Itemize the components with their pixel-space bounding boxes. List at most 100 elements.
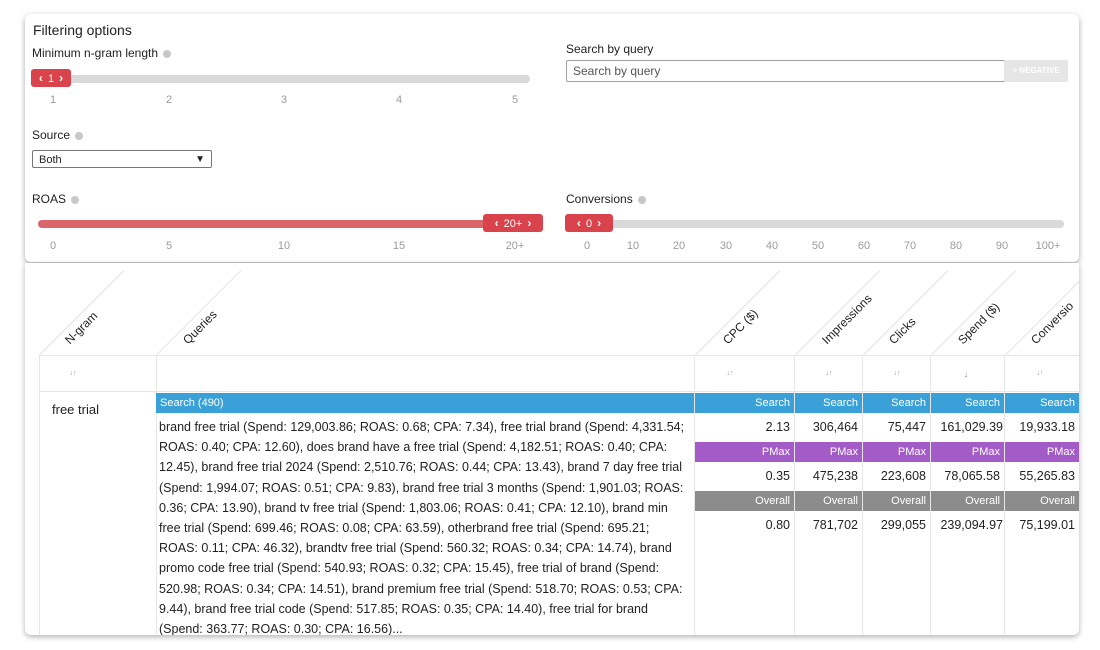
- tick-label: 15: [392, 240, 406, 252]
- ngram-table: N-gram Queries CPC ($) Impressions Click…: [25, 263, 1079, 635]
- chevron-left-icon: ‹: [38, 71, 43, 85]
- segment-label: PMax: [931, 442, 1004, 462]
- tick-label: 40: [765, 240, 779, 252]
- column-divider: [39, 355, 40, 635]
- panel-title: Filtering options: [33, 22, 132, 38]
- queries-source-band: Search (490): [156, 393, 694, 413]
- roas-slider-fill: [38, 220, 530, 228]
- segment-label: Search: [695, 393, 794, 413]
- impressions-value: 475,238: [812, 469, 858, 483]
- segment-label: Search: [1005, 393, 1079, 413]
- header-separator: [694, 270, 781, 356]
- column-divider: [1004, 355, 1005, 635]
- help-icon[interactable]: [163, 49, 172, 58]
- source-label-text: Source: [32, 128, 71, 142]
- header-separator: [862, 270, 949, 356]
- sort-icon[interactable]: ↓↑: [825, 370, 833, 377]
- tick-label: 10: [626, 240, 640, 252]
- tick-label: 3: [280, 94, 288, 106]
- source-select[interactable]: Both ▼: [32, 150, 212, 168]
- tick-label: 50: [811, 240, 825, 252]
- column-header-clicks[interactable]: Clicks: [886, 314, 919, 347]
- filtering-options-panel: Filtering options Minimum n-gram length …: [25, 14, 1079, 262]
- chevron-right-icon: ›: [597, 216, 602, 230]
- tick-label: 20: [672, 240, 686, 252]
- tick-label: 20+: [505, 240, 525, 252]
- column-divider: [862, 355, 863, 635]
- roas-label-text: ROAS: [32, 192, 67, 206]
- segment-label: Overall: [1005, 491, 1079, 511]
- conversions-label-text: Conversions: [566, 192, 633, 206]
- segment-label: PMax: [1005, 442, 1079, 462]
- min-ngram-slider-thumb[interactable]: ‹ 1 ›: [31, 69, 71, 87]
- min-ngram-label: Minimum n-gram length: [32, 46, 172, 60]
- spend-value: 161,029.39: [940, 420, 1003, 434]
- roas-slider-track[interactable]: [38, 220, 530, 228]
- sort-icon[interactable]: ↓↑: [893, 370, 901, 377]
- min-ngram-slider-track[interactable]: [38, 75, 530, 83]
- conversions-slider-track[interactable]: [587, 220, 1064, 228]
- spend-value: 78,065.58: [944, 469, 1000, 483]
- header-separator: [794, 270, 881, 356]
- source-selected-value: Both: [39, 154, 62, 166]
- roas-label: ROAS: [32, 192, 80, 206]
- column-header-impressions[interactable]: Impressions: [819, 291, 875, 347]
- roas-slider-thumb[interactable]: ‹ 20+ ›: [483, 214, 543, 232]
- header-separator: [930, 270, 1017, 356]
- queries-cell: brand free trial (Spend: 129,003.86; ROA…: [159, 420, 685, 635]
- tick-label: 10: [277, 240, 291, 252]
- segment-label: Search: [795, 393, 862, 413]
- help-icon[interactable]: [75, 131, 84, 140]
- segment-label: PMax: [695, 442, 794, 462]
- tick-label: 90: [995, 240, 1009, 252]
- conversions-value: 75,199.01: [1019, 518, 1075, 532]
- ngram-cell: free trial: [52, 402, 99, 417]
- tick-label: 80: [949, 240, 963, 252]
- tick-label: 60: [857, 240, 871, 252]
- tick-label: 30: [719, 240, 733, 252]
- chevron-right-icon: ›: [59, 71, 64, 85]
- add-negative-button[interactable]: + NEGATIVE: [1004, 60, 1068, 82]
- help-icon[interactable]: [71, 195, 80, 204]
- column-divider: [694, 355, 695, 635]
- cpc-value: 0.80: [765, 518, 790, 532]
- chevron-right-icon: ›: [527, 216, 532, 230]
- chevron-left-icon: ‹: [576, 216, 581, 230]
- segment-label: Overall: [695, 491, 794, 511]
- search-label: Search by query: [566, 42, 654, 56]
- column-divider: [156, 355, 157, 635]
- column-divider: [794, 355, 795, 635]
- header-separator: [38, 270, 125, 356]
- clicks-value: 299,055: [880, 518, 926, 532]
- impressions-value: 781,702: [812, 518, 858, 532]
- cpc-value: 0.35: [765, 469, 790, 483]
- sort-icon[interactable]: ↓↑: [69, 370, 77, 377]
- column-header-queries[interactable]: Queries: [180, 307, 220, 347]
- search-input[interactable]: [566, 60, 1005, 82]
- segment-label: Overall: [863, 491, 930, 511]
- tick-label: 70: [903, 240, 917, 252]
- column-header-cpc[interactable]: CPC ($): [720, 306, 761, 347]
- tick-label: 5: [511, 94, 519, 106]
- column-divider: [930, 355, 931, 635]
- header-divider: [39, 355, 1079, 356]
- chevron-down-icon: ▼: [195, 154, 205, 165]
- sort-desc-icon[interactable]: ↓: [963, 369, 969, 380]
- impressions-value: 306,464: [812, 420, 858, 434]
- column-header-ngram[interactable]: N-gram: [62, 308, 101, 347]
- sort-icon[interactable]: ↓↑: [1036, 370, 1044, 377]
- conversions-value: 55,265.83: [1019, 469, 1075, 483]
- help-icon[interactable]: [637, 195, 646, 204]
- source-label: Source: [32, 128, 84, 142]
- tick-label: 100+: [1035, 240, 1061, 252]
- sort-icon[interactable]: ↓↑: [726, 370, 734, 377]
- clicks-value: 75,447: [887, 420, 926, 434]
- conversions-slider-thumb[interactable]: ‹ 0 ›: [565, 214, 613, 232]
- tick-label: 0: [583, 240, 591, 252]
- tick-label: 4: [395, 94, 403, 106]
- sort-row-divider: [39, 391, 1079, 392]
- segment-label: Search: [863, 393, 930, 413]
- tick-label: 0: [49, 240, 57, 252]
- chevron-left-icon: ‹: [494, 216, 499, 230]
- header-separator: [155, 270, 242, 356]
